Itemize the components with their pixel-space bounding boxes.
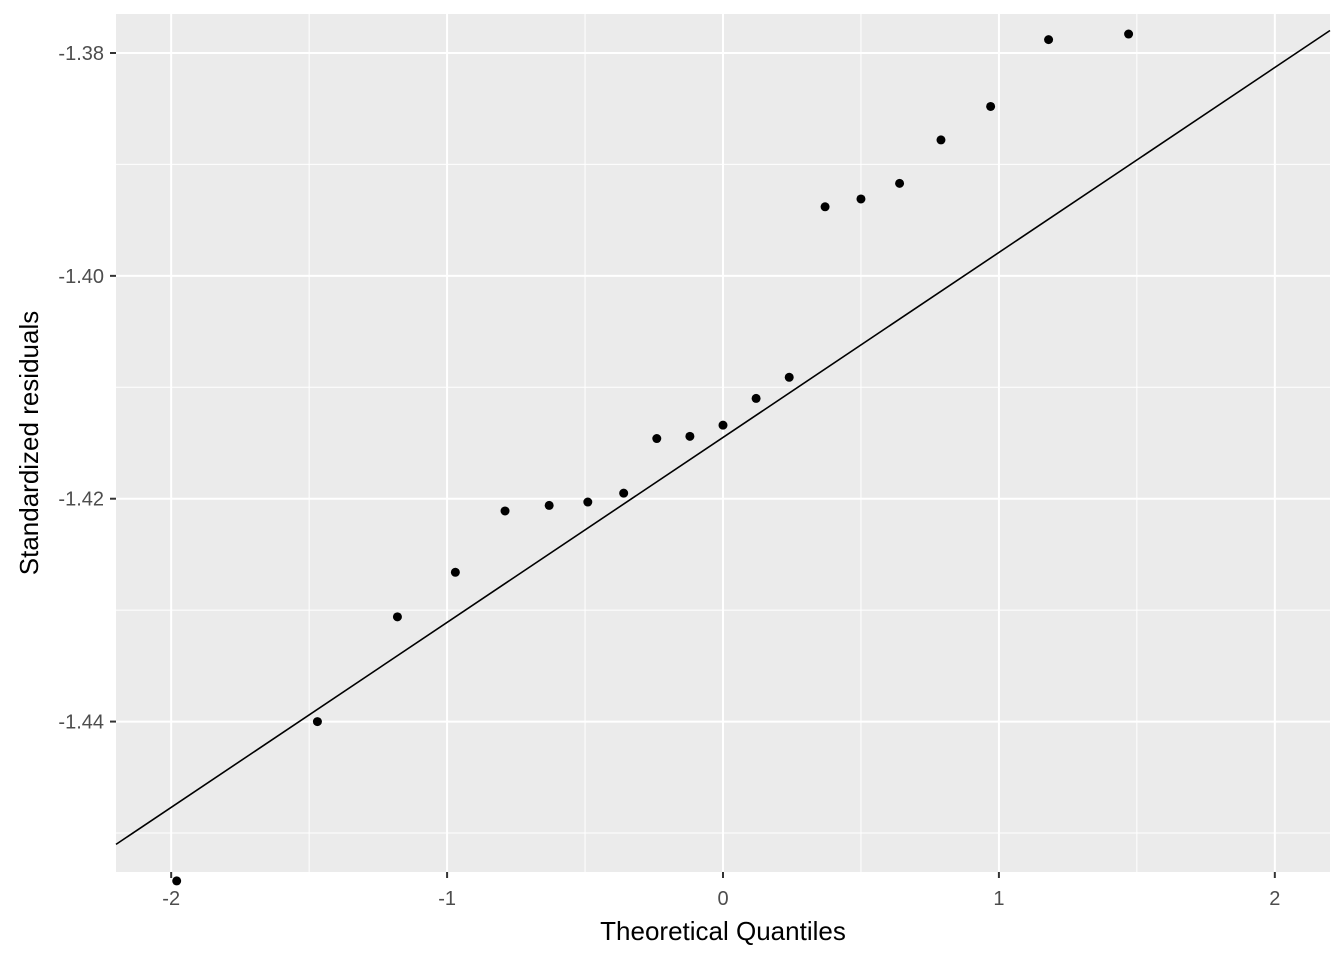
data-point <box>500 506 510 516</box>
y-tick-label: -1.40 <box>58 266 104 288</box>
y-axis-ticks: -1.38 -1.40 -1.42 -1.44 <box>58 43 116 734</box>
data-points <box>172 29 1134 886</box>
data-point <box>936 135 946 145</box>
x-tick-label: -2 <box>162 888 180 910</box>
y-tick-label: -1.42 <box>58 489 104 511</box>
data-point <box>718 420 728 430</box>
y-tick-label: -1.44 <box>58 712 104 734</box>
x-tick-label: -1 <box>438 888 456 910</box>
data-point <box>392 612 402 622</box>
x-axis-ticks: -2 -1 0 1 2 <box>162 872 1280 910</box>
data-point <box>685 431 695 441</box>
x-tick-label: 0 <box>717 888 728 910</box>
data-point <box>172 876 182 886</box>
data-point <box>856 194 866 204</box>
x-tick-label: 2 <box>1269 888 1280 910</box>
major-gridlines <box>116 14 1330 872</box>
data-point <box>895 178 905 188</box>
data-point <box>619 488 629 498</box>
data-point <box>544 500 554 510</box>
data-point <box>583 497 593 507</box>
x-tick-label: 1 <box>993 888 1004 910</box>
data-point <box>312 717 322 727</box>
data-point <box>751 393 761 403</box>
data-point <box>1124 29 1134 39</box>
data-point <box>652 434 662 444</box>
x-axis-title: Theoretical Quantiles <box>600 916 846 946</box>
y-tick-label: -1.38 <box>58 43 104 65</box>
data-point <box>986 101 996 111</box>
y-axis-title: Standardized residuals <box>14 311 44 576</box>
data-point <box>784 372 794 382</box>
reference-line <box>115 29 1331 846</box>
data-point <box>450 567 460 577</box>
data-point <box>820 202 830 212</box>
data-point <box>1044 35 1054 45</box>
